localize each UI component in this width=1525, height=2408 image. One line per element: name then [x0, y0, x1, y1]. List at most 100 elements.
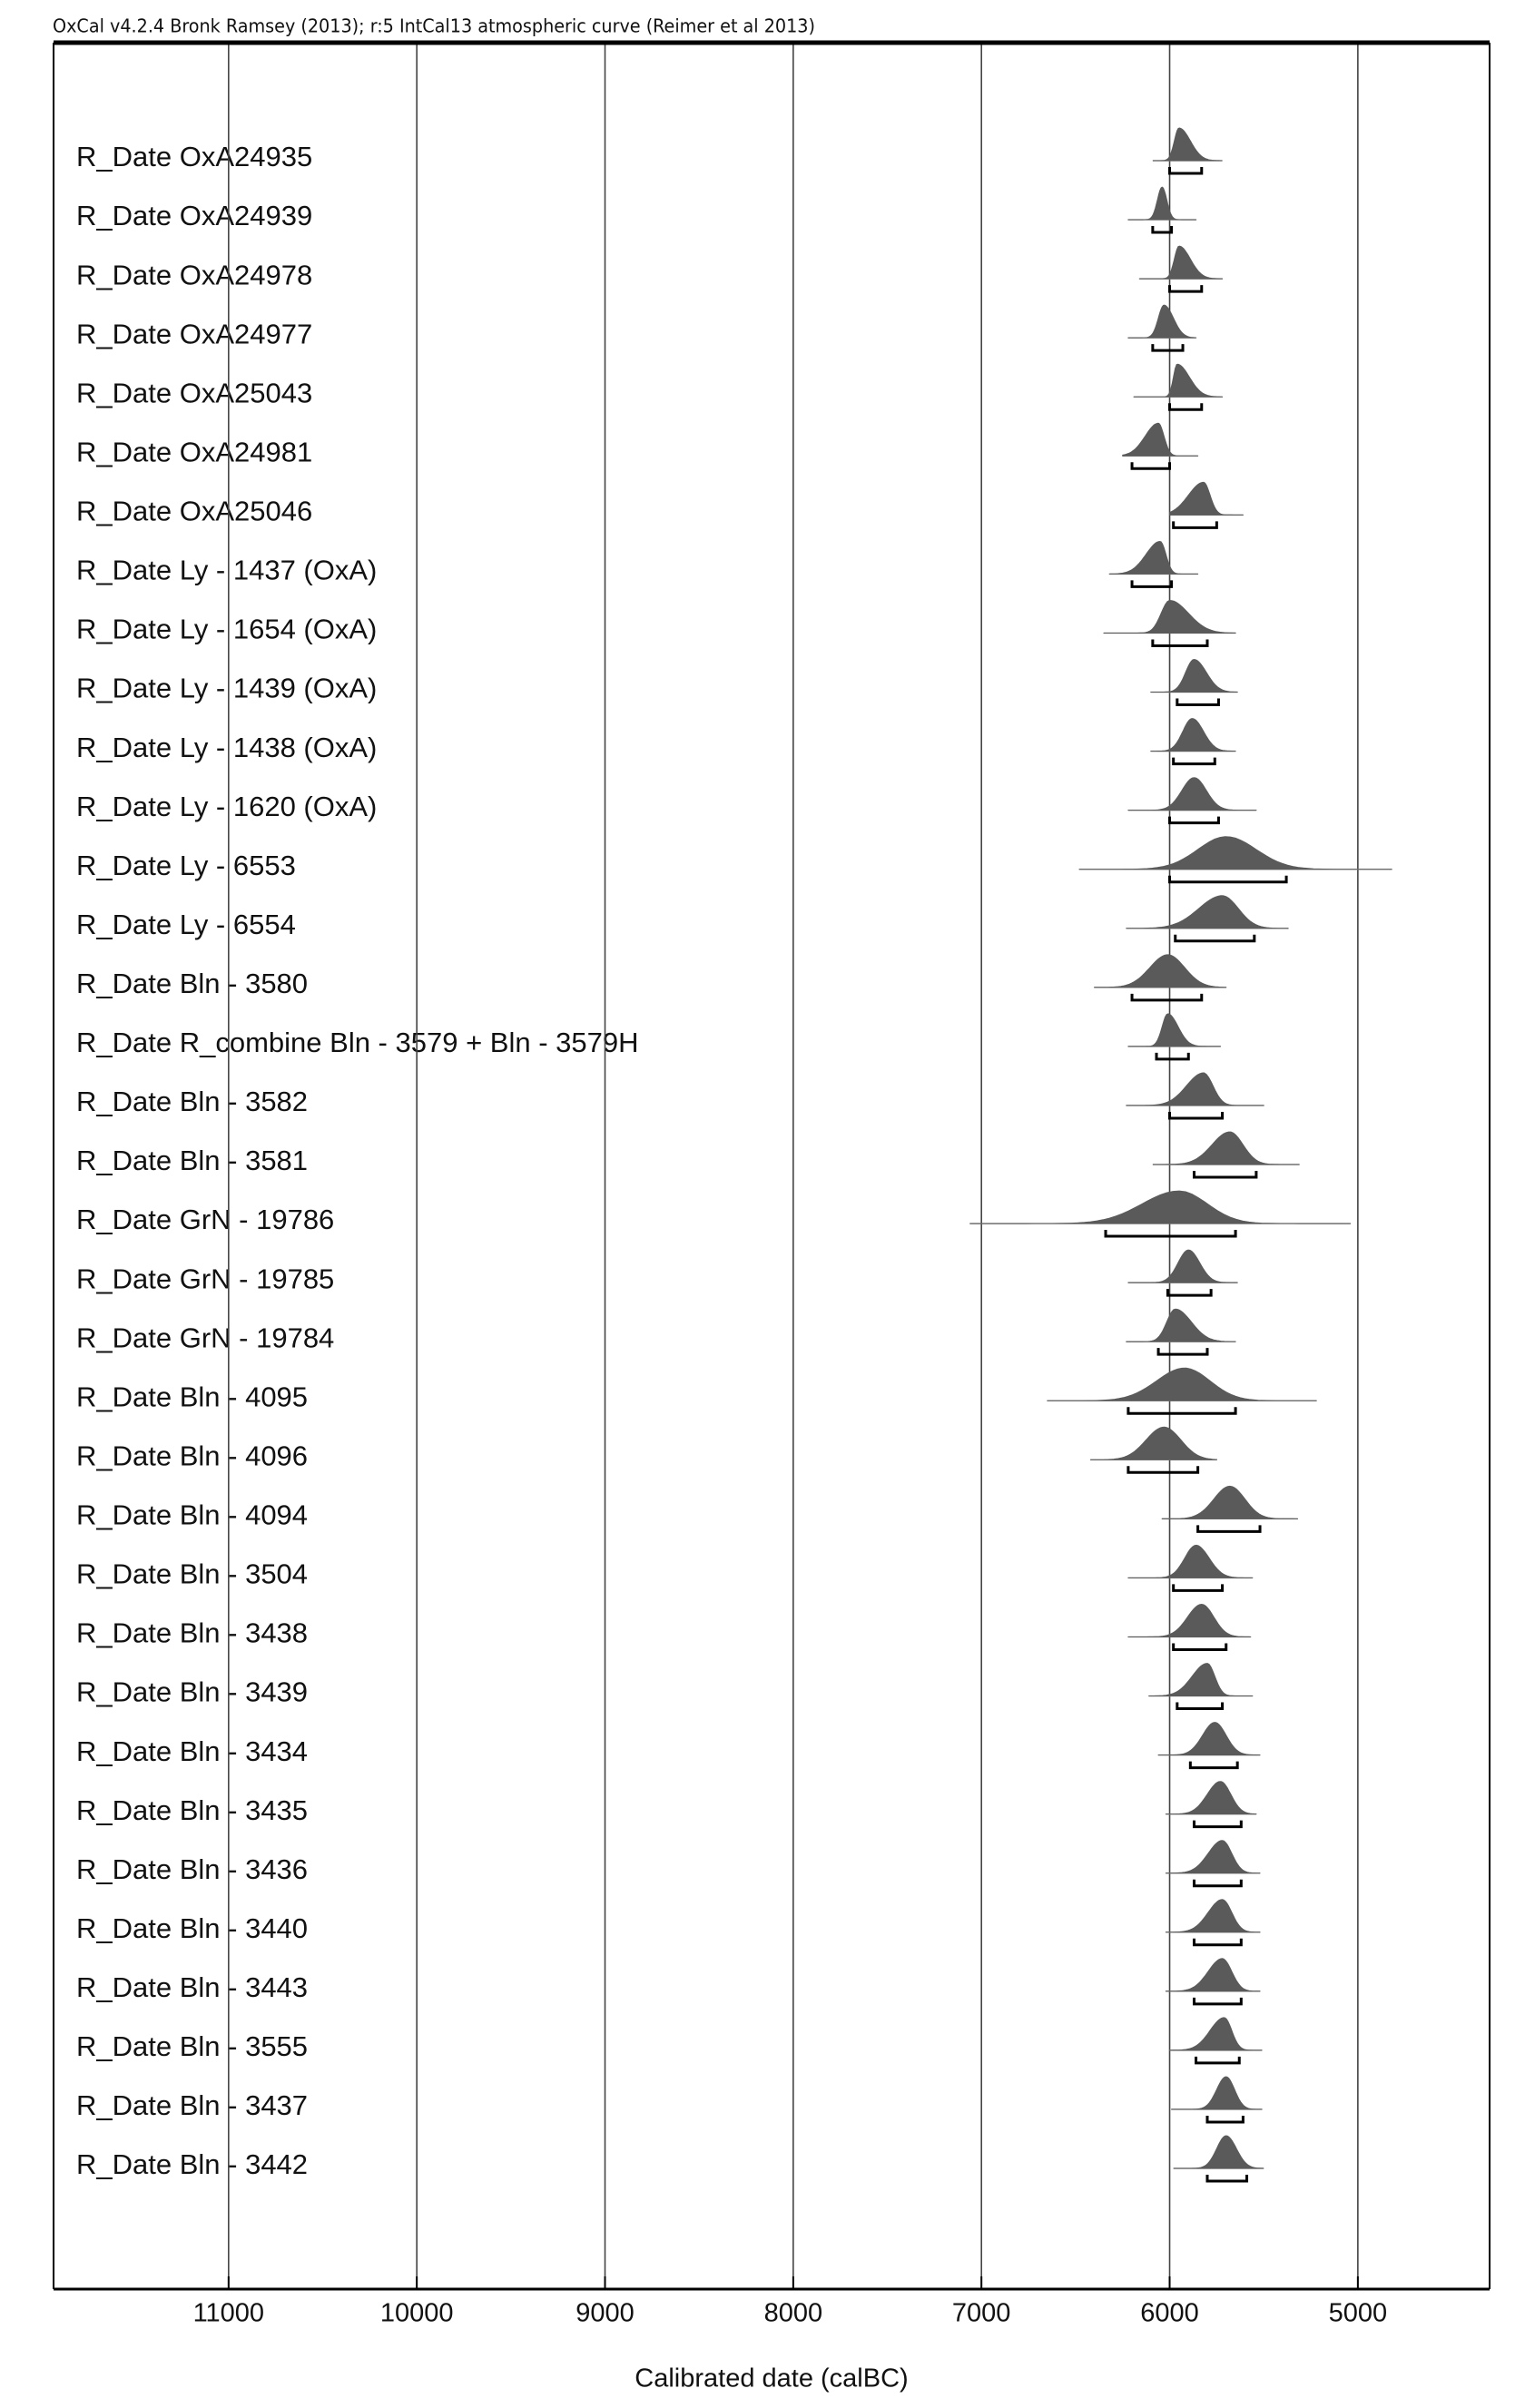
distribution [1133, 363, 1224, 398]
row-label: R_Date Bln - 3439 [76, 1676, 308, 1708]
distribution [1138, 245, 1224, 280]
range-bracket [1155, 1052, 1190, 1061]
row-label: R_Date Ly - 1654 (OxA) [76, 614, 377, 645]
row-label: R_Date Ly - 6554 [76, 909, 296, 940]
row-label: R_Date Bln - 3504 [76, 1558, 308, 1590]
row-label: R_Date OxA24935 [76, 141, 312, 172]
range-bracket [1168, 403, 1204, 411]
distribution [1089, 1426, 1217, 1460]
range-bracket [1156, 1348, 1209, 1356]
range-bracket [1176, 698, 1220, 707]
row-label: R_Date Ly - 6553 [76, 850, 296, 881]
distribution [1169, 2017, 1263, 2051]
row-label: R_Date Bln - 3436 [76, 1853, 308, 1885]
row-label: R_Date GrN - 19785 [76, 1263, 334, 1294]
row-label: R_Date GrN - 19784 [76, 1322, 334, 1353]
x-tick-label: 10000 [380, 2299, 454, 2328]
distribution [1127, 304, 1197, 339]
distribution [1157, 1722, 1261, 1756]
range-bracket [1172, 1584, 1225, 1592]
range-bracket [1192, 1938, 1243, 1947]
range-bracket [1130, 993, 1204, 1002]
distribution [1126, 895, 1289, 929]
range-bracket [1205, 2115, 1245, 2124]
row-label: R_Date GrN - 19786 [76, 1204, 334, 1235]
range-bracket [1205, 2175, 1249, 2183]
row-label: R_Date Bln - 3440 [76, 1912, 308, 1944]
range-bracket [1104, 1230, 1237, 1238]
range-bracket [1195, 2056, 1241, 2065]
row-label: R_Date OxA24939 [76, 200, 312, 231]
distribution [1126, 1308, 1236, 1342]
row-label: R_Date Bln - 3442 [76, 2148, 308, 2180]
row-label: R_Date OxA25046 [76, 496, 312, 527]
row-label: R_Date OxA24981 [76, 436, 312, 467]
row-label: R_Date Ly - 1438 (OxA) [76, 732, 377, 763]
x-tick-label: 7000 [952, 2299, 1011, 2328]
distribution [1165, 1781, 1257, 1815]
distribution [1148, 1663, 1254, 1697]
distribution [1078, 836, 1392, 870]
range-bracket [1172, 757, 1216, 766]
range-bracket [1172, 521, 1218, 529]
distribution [1169, 481, 1244, 516]
range-bracket [1168, 167, 1204, 175]
range-bracket [1192, 1171, 1258, 1179]
distribution [1127, 1603, 1252, 1638]
distribution [1127, 777, 1257, 811]
distribution [969, 1190, 1352, 1224]
row-label: R_Date Bln - 4096 [76, 1440, 308, 1471]
distribution [1150, 718, 1236, 752]
distribution [1103, 599, 1236, 634]
row-label: R_Date Ly - 1439 (OxA) [76, 673, 377, 704]
range-bracket [1196, 1525, 1262, 1533]
row-label: R_Date Bln - 3582 [76, 1086, 308, 1117]
range-bracket [1166, 1289, 1213, 1297]
distribution [1165, 1899, 1261, 1933]
distribution [1094, 954, 1227, 988]
row-label: R_Date Bln - 3581 [76, 1145, 308, 1176]
distribution [1122, 422, 1199, 457]
distribution [1127, 1013, 1221, 1047]
range-bracket [1192, 1879, 1243, 1888]
x-tick-label: 11000 [193, 2299, 265, 2328]
range-bracket [1151, 226, 1174, 234]
range-bracket [1168, 875, 1288, 884]
range-bracket [1174, 934, 1256, 943]
row-label: R_Date OxA25043 [76, 377, 312, 408]
range-bracket [1168, 285, 1204, 293]
row-label: R_Date OxA24978 [76, 259, 312, 290]
range-bracket [1168, 816, 1220, 825]
chart-title: OxCal v4.2.4 Bronk Ramsey (2013); r:5 In… [53, 15, 815, 37]
distribution [1047, 1367, 1317, 1401]
distribution [1150, 658, 1238, 693]
distribution [1171, 2076, 1263, 2110]
distribution [1127, 1249, 1238, 1283]
x-tick-label: 8000 [764, 2299, 823, 2328]
x-tick-label: 5000 [1329, 2299, 1388, 2328]
row-label: R_Date Bln - 3443 [76, 1971, 308, 2003]
row-label: R_Date Bln - 3555 [76, 2030, 308, 2062]
distribution [1165, 1840, 1261, 1874]
distribution [1161, 1485, 1298, 1519]
distribution [1152, 1131, 1300, 1165]
row-label: R_Date Bln - 3437 [76, 2089, 308, 2121]
range-bracket [1192, 1820, 1243, 1829]
x-tick-label: 6000 [1140, 2299, 1199, 2328]
range-bracket [1192, 1997, 1243, 2006]
range-bracket [1176, 1702, 1225, 1711]
x-axis-label: Calibrated date (calBC) [635, 2364, 908, 2393]
distribution [1127, 186, 1197, 221]
range-bracket [1130, 462, 1172, 470]
distribution [1127, 1544, 1254, 1578]
row-label: R_Date Ly - 1620 (OxA) [76, 791, 377, 822]
range-bracket [1168, 1111, 1225, 1120]
row-label: R_Date Bln - 3434 [76, 1735, 308, 1767]
distribution [1173, 2135, 1264, 2169]
range-bracket [1130, 580, 1174, 588]
row-label: R_Date Ly - 1437 (OxA) [76, 555, 377, 586]
row-label: R_Date Bln - 3580 [76, 968, 308, 999]
row-label: R_Date Bln - 3435 [76, 1794, 308, 1826]
